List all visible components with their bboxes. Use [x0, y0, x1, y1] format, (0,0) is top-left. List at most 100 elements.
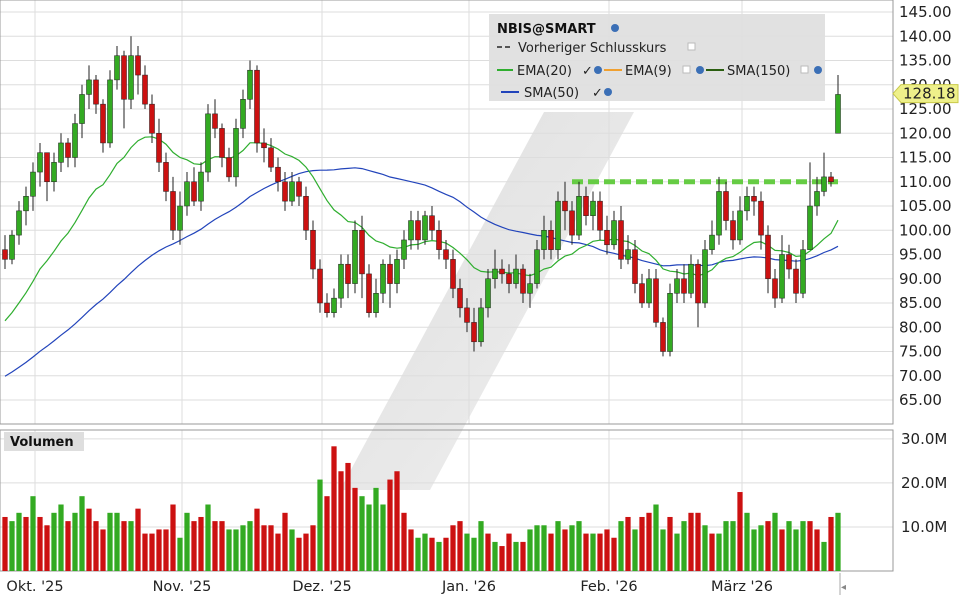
volume-bar: [72, 512, 78, 571]
candle-body: [443, 249, 449, 260]
legend-prev-close-toggle-icon[interactable]: [687, 42, 696, 51]
volume-bar: [86, 508, 92, 571]
candle-body: [478, 307, 484, 343]
legend-sma150-globe-icon[interactable]: [814, 66, 822, 74]
candle-body: [226, 157, 232, 178]
candle-body: [716, 191, 722, 236]
volume-bar: [9, 521, 15, 571]
price-tick-label: 100.00: [899, 221, 952, 239]
legend-ema9-globe-icon[interactable]: [696, 66, 704, 74]
scroll-right-icon[interactable]: ◂: [841, 582, 846, 593]
legend-ema20-globe-icon[interactable]: [594, 66, 602, 74]
ema20-line: [4, 136, 839, 322]
volume-bar: [240, 525, 246, 571]
candle-body: [562, 200, 568, 212]
legend-sma150-toggle-icon[interactable]: [800, 65, 809, 74]
volume-bar: [478, 521, 484, 571]
candle-body: [520, 268, 526, 294]
price-tick-label: 125.00: [899, 100, 952, 118]
legend-sma50-globe-icon[interactable]: [604, 88, 612, 96]
volume-bar: [583, 533, 589, 571]
candle-body: [758, 200, 764, 236]
candle-body: [107, 79, 113, 144]
legend-symbol-globe-icon[interactable]: [611, 24, 619, 32]
candle-body: [625, 249, 631, 260]
candle-body: [310, 230, 316, 270]
volume-bar: [716, 533, 722, 571]
candle-body: [184, 181, 190, 207]
candle-body: [303, 196, 309, 231]
price-panel-frame: [0, 0, 894, 425]
volume-bar: [681, 521, 687, 571]
candle-body: [324, 302, 330, 313]
volume-bar: [268, 525, 274, 571]
candle-body: [58, 142, 64, 163]
candle-body: [576, 196, 582, 236]
candle-body: [457, 288, 463, 309]
candle-body: [198, 171, 204, 202]
volume-bar: [331, 446, 337, 571]
legend-symbol: NBIS@SMART: [497, 22, 596, 37]
candle-body: [282, 181, 288, 202]
volume-bar: [345, 462, 351, 571]
candle-body: [93, 79, 99, 105]
price-grid: [0, 11, 893, 401]
volume-bar: [821, 541, 827, 571]
candle-body: [177, 205, 183, 231]
candle-body: [464, 307, 470, 323]
volume-bar: [730, 521, 736, 571]
volume-bar: [37, 516, 43, 571]
candle-body: [191, 181, 197, 202]
candle-body: [506, 273, 512, 284]
volume-bar: [387, 479, 393, 571]
volume-bar: [450, 525, 456, 571]
price-tick-label: 110.00: [899, 173, 952, 191]
volume-bar: [779, 529, 785, 571]
volume-bar: [527, 529, 533, 571]
volume-bar: [184, 512, 190, 571]
candle-body: [765, 234, 771, 280]
legend-ema20-check-icon[interactable]: ✓: [582, 64, 593, 79]
candle-body: [541, 230, 547, 250]
volume-bar: [506, 533, 512, 571]
volume-tick-label: 10.0M: [901, 518, 947, 536]
candle-body: [408, 220, 414, 241]
legend-ema9-toggle-icon[interactable]: [682, 65, 691, 74]
legend-sma50-check-icon[interactable]: ✓: [592, 86, 603, 101]
volume-bar: [65, 521, 71, 571]
candle-body: [142, 74, 148, 105]
candle-body: [583, 196, 589, 216]
legend-sma150: SMA(150): [727, 64, 790, 79]
candle-body: [807, 205, 813, 250]
candle-body: [730, 220, 736, 241]
volume-bar: [828, 516, 834, 571]
volume-bar: [765, 521, 771, 571]
volume-bar: [352, 487, 358, 571]
volume-bar: [23, 516, 29, 571]
volume-bar: [632, 529, 638, 571]
candle-body: [114, 55, 120, 81]
candle-body: [331, 297, 337, 313]
volume-bar: [2, 516, 8, 571]
volume-bar: [443, 537, 449, 571]
volume-bar: [135, 508, 141, 571]
price-tick-label: 135.00: [899, 52, 952, 70]
candle-body: [240, 99, 246, 129]
candle-body: [681, 278, 687, 294]
candle-body: [205, 113, 211, 173]
volume-bar: [408, 529, 414, 571]
volume-bar: [303, 533, 309, 571]
candle-body: [821, 176, 827, 192]
price-tick-label: 95.00: [899, 246, 942, 264]
volume-bar: [366, 504, 372, 571]
candle-body: [814, 191, 820, 207]
candle-body: [639, 283, 645, 304]
legend-sma50: SMA(50): [524, 86, 579, 101]
candle-body: [247, 69, 253, 100]
price-tick-label: 90.00: [899, 270, 942, 288]
volume-bar: [170, 504, 176, 571]
candle-body: [786, 254, 792, 270]
candle-body: [373, 293, 379, 313]
candle-body: [72, 123, 78, 158]
candle-body: [590, 200, 596, 216]
